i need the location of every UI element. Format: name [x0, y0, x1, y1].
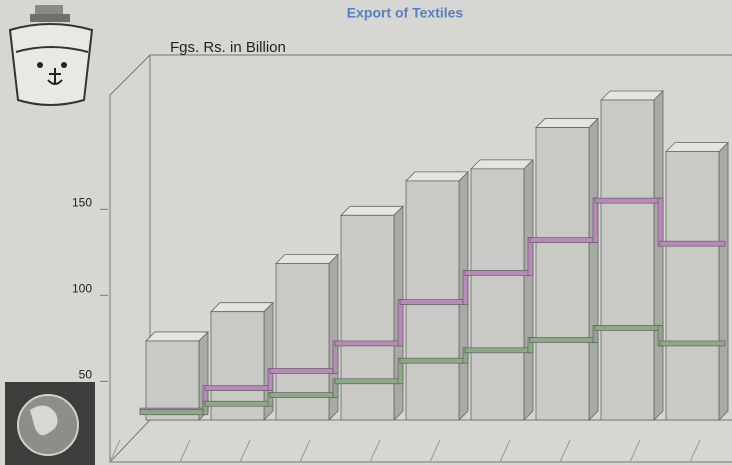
bar-top [405, 171, 469, 182]
step-line [464, 270, 531, 276]
y-tick-label: 50 [79, 368, 93, 382]
bar-side [653, 90, 664, 421]
step-line [269, 368, 336, 374]
bar-top [340, 205, 404, 216]
step-line [529, 337, 596, 343]
bar-side [588, 117, 599, 421]
step-riser [527, 237, 534, 276]
bar [145, 340, 200, 421]
y-tick-label: 100 [72, 281, 92, 295]
bar-top [535, 118, 599, 128]
step-line [204, 385, 271, 391]
bar [470, 168, 525, 421]
step-line [399, 299, 466, 305]
bar [600, 99, 655, 421]
step-line [529, 237, 596, 243]
bar-side [718, 141, 729, 421]
step-line [399, 357, 466, 364]
bar [665, 151, 720, 421]
bar-top [665, 142, 729, 153]
step-riser [657, 197, 664, 247]
bar-top [145, 331, 209, 342]
bar-side [523, 158, 534, 421]
ship-icon [8, 5, 94, 106]
step-line [594, 197, 661, 204]
chart-title: Export of Textiles [347, 5, 464, 21]
y-tick-label: 150 [72, 195, 92, 209]
bar-top [600, 90, 664, 101]
plot-area: 50 100 150 [72, 90, 729, 421]
step-riser [592, 197, 599, 243]
bar-top [470, 159, 534, 170]
step-line [594, 325, 661, 331]
bar-top [210, 302, 274, 313]
step-line [334, 340, 401, 347]
step-line [269, 392, 336, 398]
step-line [659, 240, 726, 247]
step-line [334, 378, 401, 385]
step-line [659, 340, 726, 347]
globe-icon [5, 382, 95, 465]
step-line [204, 400, 271, 407]
bar [340, 214, 395, 421]
step-line [139, 409, 206, 416]
y-axis-label: Fgs. Rs. in Billion [170, 39, 286, 56]
step-riser [397, 299, 404, 347]
bar-top [275, 254, 339, 264]
plot-frame [108, 54, 732, 463]
step-line [464, 347, 531, 354]
bar [535, 127, 590, 421]
